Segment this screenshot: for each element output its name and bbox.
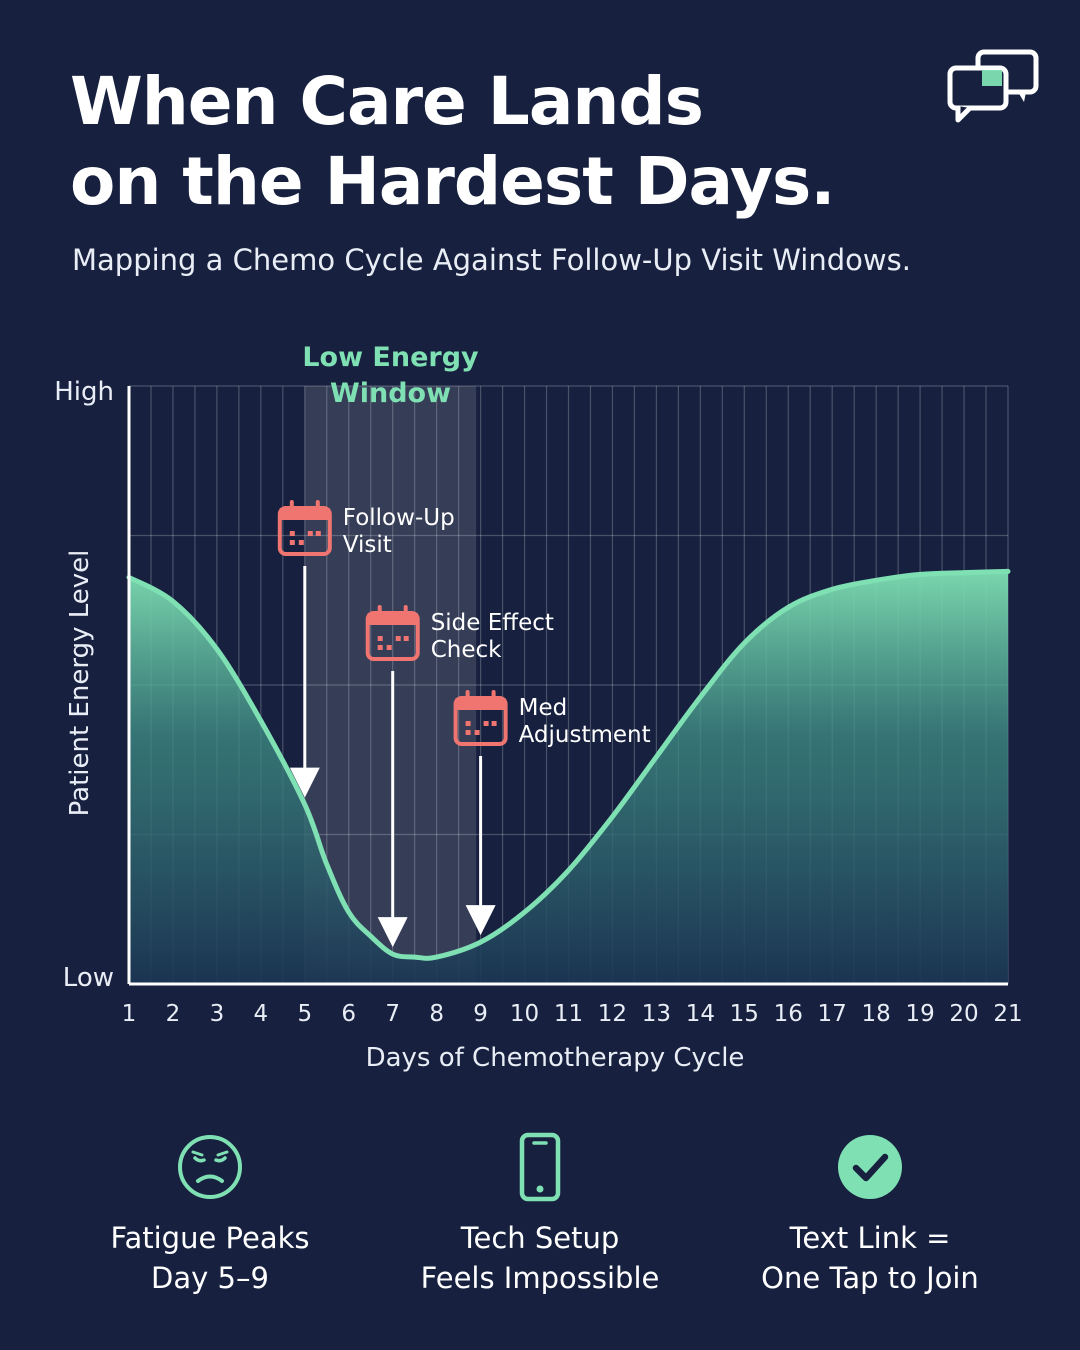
calendar-header: [279, 508, 330, 520]
calendar-day-cell: [289, 531, 295, 536]
page-subtitle: Mapping a Chemo Cycle Against Follow-Up …: [72, 243, 911, 277]
x-tick-label: 11: [554, 1001, 583, 1027]
footer-label-tech: Tech Setup Feels Impossible: [370, 1218, 710, 1298]
x-tick-label: 5: [297, 1001, 312, 1027]
calendar-day-cell: [315, 531, 321, 536]
sad-face-icon: [178, 1135, 242, 1199]
x-tick-label: 12: [598, 1001, 627, 1027]
footer-line: Feels Impossible: [420, 1261, 660, 1295]
x-tick-label: 1: [122, 1001, 137, 1027]
annotation-label-line-1: Follow-Up: [343, 505, 455, 531]
page-title: When Care Lands on the Hardest Days.: [70, 62, 950, 222]
calendar-day-cell: [298, 540, 304, 545]
x-axis-title: Days of Chemotherapy Cycle: [366, 1043, 745, 1073]
x-tick-label: 8: [429, 1001, 444, 1027]
annotation-label-line-1: Side Effect: [431, 610, 554, 636]
footer-item-fatigue: Fatigue Peaks Day 5–9: [40, 1132, 380, 1298]
title-line-2: on the Hardest Days.: [70, 143, 835, 220]
calendar-header: [455, 698, 506, 710]
x-tick-label: 16: [774, 1001, 803, 1027]
x-tick-label: 20: [949, 1001, 978, 1027]
annotation-label-line-2: Check: [431, 637, 502, 663]
band-label-line-1: Low Energy: [302, 342, 479, 373]
calendar-day-cell: [474, 730, 480, 735]
footer-item-textlink: Text Link = One Tap to Join: [700, 1132, 1040, 1298]
x-tick-label: 2: [166, 1001, 181, 1027]
calendar-day-cell: [465, 730, 471, 735]
calendar-day-cell: [483, 721, 489, 726]
footer-label-textlink: Text Link = One Tap to Join: [700, 1218, 1040, 1298]
footer-line: Tech Setup: [460, 1221, 620, 1255]
energy-area-fill: [129, 571, 1008, 984]
calendar-day-cell: [307, 531, 313, 536]
calendar-day-cell: [403, 636, 409, 641]
calendar-day-cell: [465, 721, 471, 726]
chart-axes: [127, 386, 1008, 986]
chat-bubbles-icon: [947, 49, 1039, 123]
x-tick-label: 18: [862, 1001, 891, 1027]
y-tick-label-high: High: [54, 377, 114, 407]
footer-line: Day 5–9: [151, 1261, 269, 1295]
calendar-icon: [365, 605, 420, 661]
annotation-label-line-2: Adjustment: [519, 722, 651, 748]
x-tick-label: 13: [642, 1001, 671, 1027]
y-tick-label-low: Low: [63, 963, 114, 993]
calendar-day-cell: [395, 636, 401, 641]
x-tick-label: 3: [210, 1001, 225, 1027]
calendar-header: [367, 613, 418, 625]
x-tick-label: 21: [993, 1001, 1022, 1027]
x-tick-label: 17: [818, 1001, 847, 1027]
calendar-day-cell: [289, 540, 295, 545]
calendar-day-cell: [386, 645, 392, 650]
calendar-day-cell: [377, 645, 383, 650]
x-tick-label: 6: [341, 1001, 356, 1027]
x-tick-label: 9: [473, 1001, 488, 1027]
energy-curve-line: [126, 568, 1011, 961]
energy-area: [126, 568, 1011, 984]
footer-line: One Tap to Join: [761, 1261, 979, 1295]
x-tick-label: 19: [905, 1001, 934, 1027]
calendar-icon: [453, 690, 508, 746]
y-axis-title: Patient Energy Level: [65, 550, 95, 817]
checkmark-circle-icon: [838, 1135, 902, 1199]
title-line-1: When Care Lands: [70, 63, 704, 140]
x-tick-label: 4: [254, 1001, 269, 1027]
x-tick-label: 7: [385, 1001, 400, 1027]
annotation-label-line-2: Visit: [343, 532, 392, 558]
smartphone-icon: [519, 1132, 561, 1202]
band-label-line-2: Window: [330, 378, 451, 409]
calendar-icon: [277, 500, 332, 556]
x-tick-label: 10: [510, 1001, 539, 1027]
footer-label-fatigue: Fatigue Peaks Day 5–9: [40, 1218, 380, 1298]
annotation-label-line-1: Med: [519, 695, 568, 721]
footer-item-tech: Tech Setup Feels Impossible: [370, 1132, 710, 1298]
calendar-day-cell: [491, 721, 497, 726]
calendar-day-cell: [377, 636, 383, 641]
x-tick-label: 15: [730, 1001, 759, 1027]
x-tick-label: 14: [686, 1001, 715, 1027]
footer-line: Text Link =: [789, 1221, 951, 1255]
footer-line: Fatigue Peaks: [110, 1221, 310, 1255]
